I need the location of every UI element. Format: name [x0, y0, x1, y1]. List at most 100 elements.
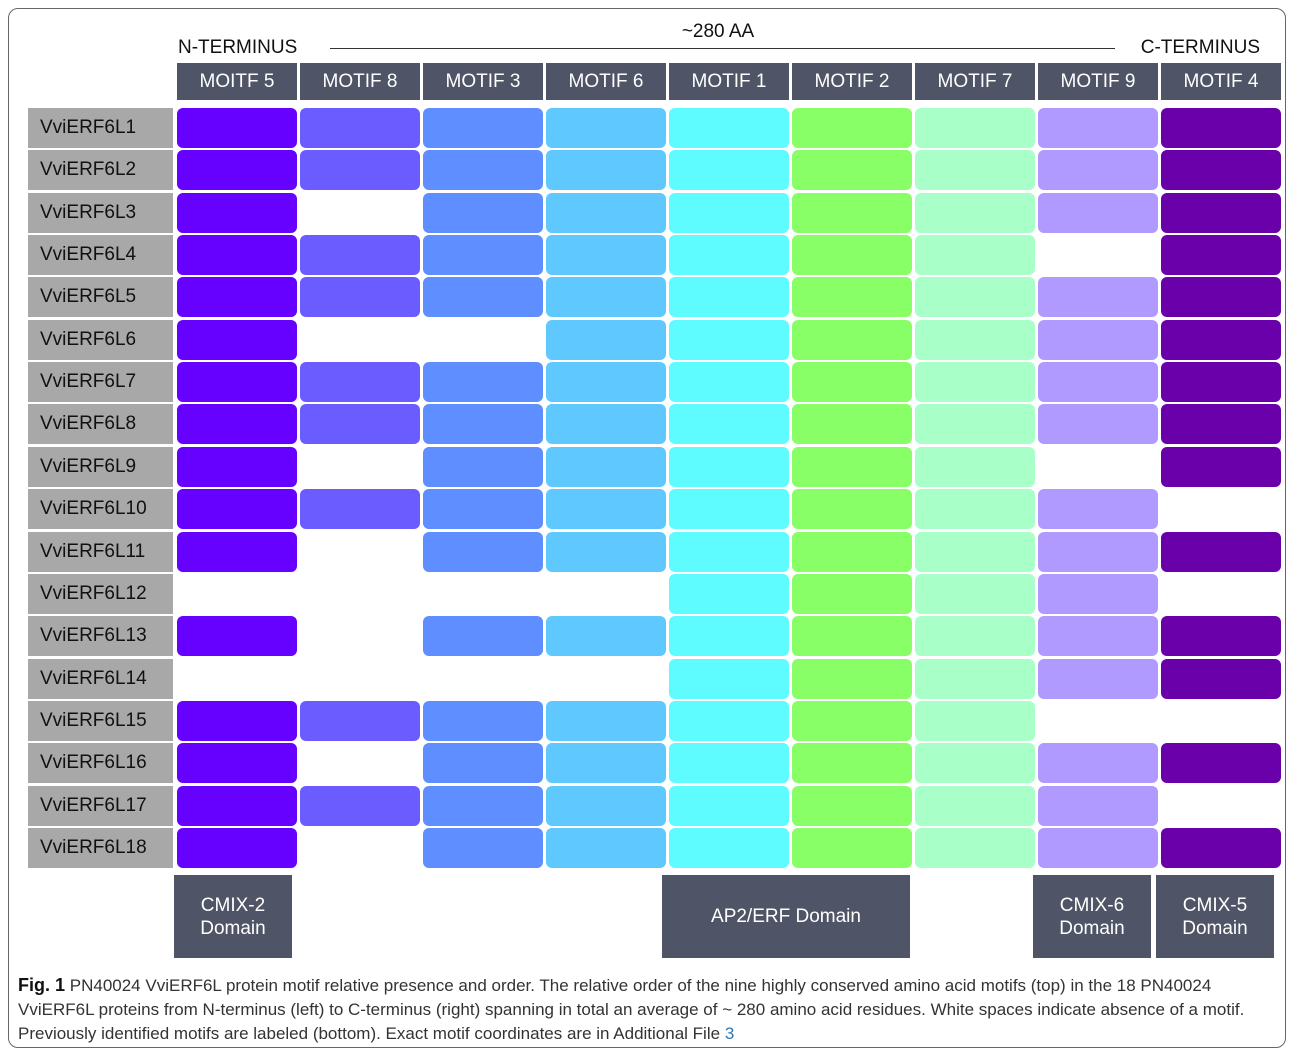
- motif-cell: [915, 616, 1035, 657]
- motif-cell: [300, 150, 420, 191]
- motif-cell: [669, 235, 789, 276]
- protein-label: VviERF6L4: [28, 235, 173, 276]
- motif-cell: [546, 362, 666, 403]
- motif-cell: [792, 785, 912, 826]
- motif-cell: [1038, 743, 1158, 784]
- motif-cell: [792, 277, 912, 318]
- motif-cell: [792, 235, 912, 276]
- motif-cell: [1161, 362, 1281, 403]
- motif-cell: [915, 108, 1035, 148]
- motif-cell: [792, 827, 912, 868]
- motif-cell: [177, 785, 297, 826]
- motif-cell: [669, 319, 789, 360]
- motif-cell: [1038, 404, 1158, 445]
- motif-cell: [546, 150, 666, 191]
- motif-cell: [423, 362, 543, 403]
- motif-cell: [1038, 150, 1158, 191]
- motif-cell: [669, 531, 789, 572]
- motif-cell: [1161, 277, 1281, 318]
- figure-frame: [8, 8, 1286, 1048]
- motif-cell: [177, 489, 297, 530]
- motif-cell: [669, 658, 789, 699]
- motif-cell: [669, 150, 789, 191]
- motif-header: MOTIF 6: [546, 63, 666, 100]
- motif-cell: [546, 785, 666, 826]
- domain-label: CMIX-6: [1059, 894, 1125, 916]
- motif-cell: [1038, 531, 1158, 572]
- motif-cell: [1038, 362, 1158, 403]
- motif-cell: [669, 827, 789, 868]
- motif-cell: [1161, 235, 1281, 276]
- motif-cell: [669, 785, 789, 826]
- motif-cell: [792, 743, 912, 784]
- motif-cell: [1161, 446, 1281, 487]
- motif-cell: [915, 573, 1035, 614]
- motif-cell: [177, 827, 297, 868]
- motif-cell: [300, 489, 420, 530]
- motif-cell: [792, 108, 912, 148]
- motif-cell: [423, 489, 543, 530]
- motif-cell: [669, 362, 789, 403]
- protein-label: VviERF6L16: [28, 743, 173, 784]
- motif-cell: [423, 785, 543, 826]
- motif-cell: [1038, 827, 1158, 868]
- motif-header: MOTIF 3: [423, 63, 543, 100]
- motif-cell: [177, 108, 297, 148]
- protein-label: VviERF6L1: [28, 108, 173, 148]
- domain-box: CMIX-5 Domain: [1156, 875, 1274, 958]
- motif-cell: [177, 743, 297, 784]
- motif-cell: [1038, 108, 1158, 148]
- motif-cell: [546, 616, 666, 657]
- c-terminus: C-TERMINUS: [1140, 37, 1260, 58]
- motif-header: MOITF 5: [177, 63, 297, 100]
- motif-cell: [423, 531, 543, 572]
- motif-cell: [177, 235, 297, 276]
- motif-cell: [423, 277, 543, 318]
- motif-cell: [792, 192, 912, 233]
- terminus-line: [330, 48, 1115, 49]
- motif-cell: [915, 827, 1035, 868]
- caption-text: PN40024 VviERF6L protein motif relative …: [18, 976, 1245, 1043]
- motif-cell: [546, 192, 666, 233]
- motif-header: MOTIF 7: [915, 63, 1035, 100]
- motif-cell: [669, 404, 789, 445]
- protein-label: VviERF6L13: [28, 616, 173, 657]
- motif-cell: [1161, 192, 1281, 233]
- motif-cell: [423, 404, 543, 445]
- motif-cell: [792, 150, 912, 191]
- motif-cell: [669, 277, 789, 318]
- motif-cell: [177, 700, 297, 741]
- motif-cell: [915, 489, 1035, 530]
- motif-cell: [177, 446, 297, 487]
- motif-cell: [300, 362, 420, 403]
- protein-label: VviERF6L3: [28, 192, 173, 233]
- motif-cell: [546, 108, 666, 148]
- domain-label: Domain: [1182, 917, 1248, 939]
- motif-cell: [915, 658, 1035, 699]
- motif-cell: [177, 192, 297, 233]
- protein-label: VviERF6L17: [28, 785, 173, 826]
- motif-cell: [1161, 404, 1281, 445]
- motif-cell: [300, 785, 420, 826]
- motif-cell: [1161, 658, 1281, 699]
- motif-cell: [546, 319, 666, 360]
- motif-cell: [915, 192, 1035, 233]
- motif-cell: [669, 700, 789, 741]
- motif-cell: [669, 616, 789, 657]
- motif-cell: [423, 446, 543, 487]
- domain-label: Domain: [200, 917, 266, 939]
- motif-cell: [1161, 150, 1281, 191]
- motif-cell: [546, 827, 666, 868]
- motif-cell: [546, 743, 666, 784]
- motif-cell: [423, 192, 543, 233]
- motif-cell: [1038, 489, 1158, 530]
- motif-cell: [423, 235, 543, 276]
- motif-cell: [177, 150, 297, 191]
- protein-label: VviERF6L5: [28, 277, 173, 318]
- caption-link[interactable]: 3: [724, 1024, 735, 1043]
- protein-label: VviERF6L8: [28, 404, 173, 445]
- motif-cell: [792, 573, 912, 614]
- motif-cell: [1038, 319, 1158, 360]
- protein-label: VviERF6L10: [28, 489, 173, 530]
- motif-cell: [1038, 616, 1158, 657]
